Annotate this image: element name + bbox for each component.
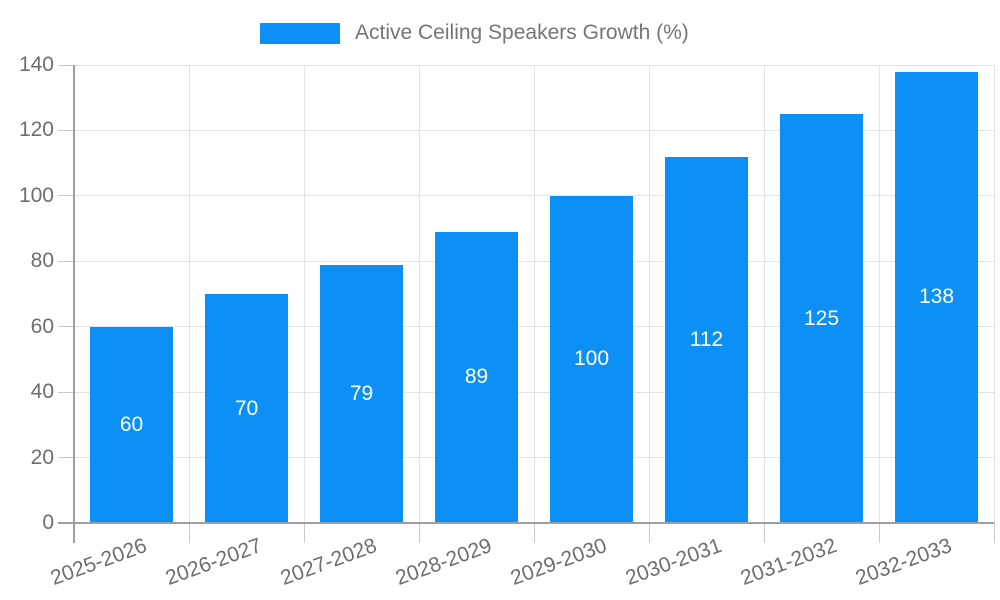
x-axis-tick (533, 523, 535, 543)
gridline-vertical (188, 65, 190, 523)
y-tick-label: 60 (30, 314, 54, 338)
gridline-vertical (648, 65, 650, 523)
x-axis-line (58, 522, 994, 524)
y-axis-tick (58, 129, 74, 131)
legend-swatch (260, 22, 340, 44)
x-axis-tick (648, 523, 650, 543)
bar (895, 71, 978, 523)
chart-legend: Active Ceiling Speakers Growth (%) (260, 21, 689, 45)
x-axis-tick (188, 523, 190, 543)
x-axis-tick (878, 523, 880, 543)
gridline-vertical (418, 65, 420, 523)
bar (550, 195, 633, 523)
bar (205, 294, 288, 523)
y-tick-label: 20 (30, 445, 54, 469)
bar-value-label: 138 (918, 285, 955, 309)
y-axis-tick (58, 391, 74, 393)
gridline-vertical (303, 65, 305, 523)
y-tick-label: 100 (18, 183, 54, 207)
bar (665, 156, 748, 523)
bar-value-label: 89 (464, 365, 489, 389)
x-axis-tick (303, 523, 305, 543)
bar-value-label: 70 (234, 396, 259, 420)
y-tick-label: 120 (18, 118, 54, 142)
x-axis-tick (763, 523, 765, 543)
gridline-vertical (533, 65, 535, 523)
y-tick-label: 140 (18, 53, 54, 76)
bar-value-label: 125 (803, 306, 840, 330)
y-tick-label: 0 (42, 511, 54, 534)
bar (320, 264, 403, 523)
bar (435, 231, 518, 523)
y-tick-label: 80 (30, 249, 54, 273)
y-axis-tick (58, 326, 74, 328)
bar-value-label: 79 (349, 381, 374, 405)
legend-label: Active Ceiling Speakers Growth (%) (355, 21, 689, 44)
y-tick-label: 40 (30, 380, 54, 404)
y-axis-tick (58, 64, 74, 66)
x-axis-tick (993, 523, 995, 543)
bar (780, 114, 863, 523)
gridline-vertical (763, 65, 765, 523)
y-axis-line (73, 65, 75, 543)
gridline-vertical (993, 65, 995, 523)
x-axis-tick (418, 523, 420, 543)
y-axis-tick (58, 457, 74, 459)
bar (90, 326, 173, 523)
y-axis-tick (58, 260, 74, 262)
bar-value-label: 60 (119, 412, 144, 436)
bar-value-label: 100 (573, 347, 610, 371)
bar-value-label: 112 (689, 327, 724, 351)
y-axis-tick (58, 195, 74, 197)
gridline-vertical (878, 65, 880, 523)
